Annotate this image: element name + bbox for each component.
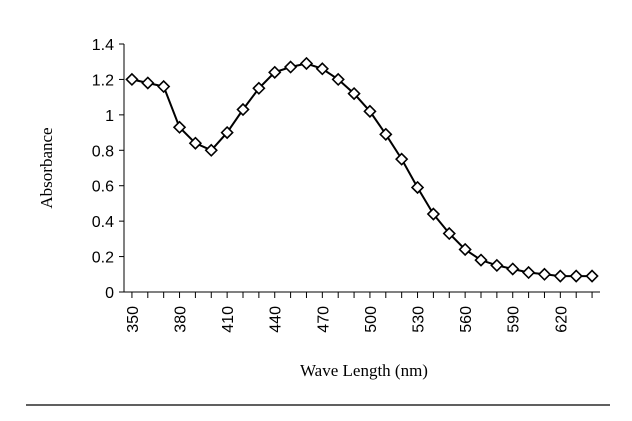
data-point-marker <box>347 86 361 101</box>
data-point-marker <box>521 265 536 280</box>
data-point-marker <box>172 120 187 134</box>
y-tick-label: 0.4 <box>92 214 114 231</box>
data-point-marker <box>204 143 218 157</box>
x-axis-label: Wave Length (nm) <box>300 361 428 380</box>
data-point-marker <box>585 269 599 283</box>
data-point-marker <box>458 242 472 257</box>
data-point-marker <box>157 79 171 94</box>
x-axis-ticks: 350 380 410 440 470 500 530 560 590 620 <box>125 292 593 333</box>
x-tick-label: 500 <box>363 306 380 333</box>
data-point-marker <box>395 152 409 166</box>
data-point-marker <box>379 127 393 141</box>
data-point-marker <box>474 253 488 267</box>
y-axis-label: Absorbance <box>37 127 56 208</box>
data-point-marker <box>188 136 203 150</box>
y-axis-ticks: 0 0.2 0.4 0.6 0.8 1 1.2 1.4 <box>92 37 124 302</box>
x-tick-label: 380 <box>173 306 190 333</box>
x-tick-label: 590 <box>506 306 523 333</box>
data-point-marker <box>426 207 441 221</box>
x-tick-label: 410 <box>220 306 237 333</box>
x-tick-label: 620 <box>553 306 570 333</box>
data-point-markers <box>125 56 599 283</box>
y-tick-label: 0.2 <box>92 250 114 267</box>
data-point-marker <box>569 269 583 283</box>
data-point-marker <box>283 60 298 74</box>
y-tick-label: 0 <box>105 285 114 302</box>
data-point-marker <box>315 62 329 76</box>
data-point-marker <box>331 72 345 87</box>
absorbance-series-line <box>131 62 593 278</box>
data-point-marker <box>410 180 425 195</box>
data-point-marker <box>268 65 282 79</box>
y-tick-label: 1 <box>105 108 114 125</box>
x-tick-label: 470 <box>315 306 332 333</box>
x-tick-label: 440 <box>268 306 285 333</box>
data-point-marker <box>363 104 377 118</box>
data-point-marker <box>125 72 139 87</box>
data-point-marker <box>220 125 234 140</box>
x-tick-label: 350 <box>125 306 142 333</box>
x-tick-label: 560 <box>458 306 475 333</box>
data-point-marker <box>553 269 567 283</box>
y-tick-label: 0.6 <box>92 179 114 196</box>
x-tick-label: 530 <box>411 306 428 333</box>
y-tick-label: 0.8 <box>92 143 114 160</box>
data-point-marker <box>236 102 250 117</box>
data-point-marker <box>141 76 155 90</box>
data-point-marker <box>537 267 552 281</box>
data-point-marker <box>442 226 456 241</box>
y-tick-label: 1.2 <box>92 72 114 89</box>
y-tick-label: 1.4 <box>92 37 114 54</box>
data-point-marker <box>490 258 504 273</box>
data-point-marker <box>252 81 266 95</box>
data-point-marker <box>299 56 314 71</box>
data-point-marker <box>506 262 520 276</box>
